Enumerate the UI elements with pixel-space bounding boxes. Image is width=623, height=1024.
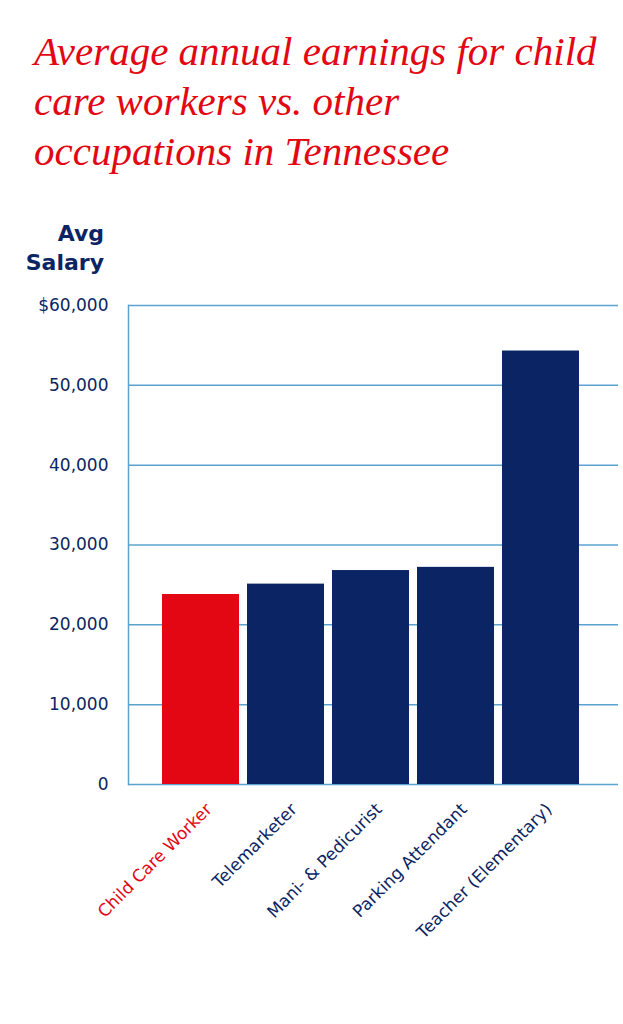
svg-text:40,000: 40,000 [49,455,108,475]
svg-text:50,000: 50,000 [49,375,108,395]
svg-text:0: 0 [98,774,109,794]
svg-text:10,000: 10,000 [49,694,108,714]
svg-text:$60,000: $60,000 [38,295,108,315]
svg-text:Telemarketer: Telemarketer [207,799,300,892]
svg-text:Parking Attendant: Parking Attendant [348,799,471,922]
svg-text:Child Care Worker: Child Care Worker [93,799,215,921]
svg-text:30,000: 30,000 [49,534,108,554]
svg-text:Mani- & Pedicurist: Mani- & Pedicurist [262,799,386,922]
svg-text:20,000: 20,000 [49,614,108,634]
svg-text:Teacher (Elementary): Teacher (Elementary) [412,799,556,943]
html-text:Average annual earnings for ch: Average annual earnings for child care w… [34,28,597,174]
html-text:Avg Salary: Avg Salary [25,221,104,275]
